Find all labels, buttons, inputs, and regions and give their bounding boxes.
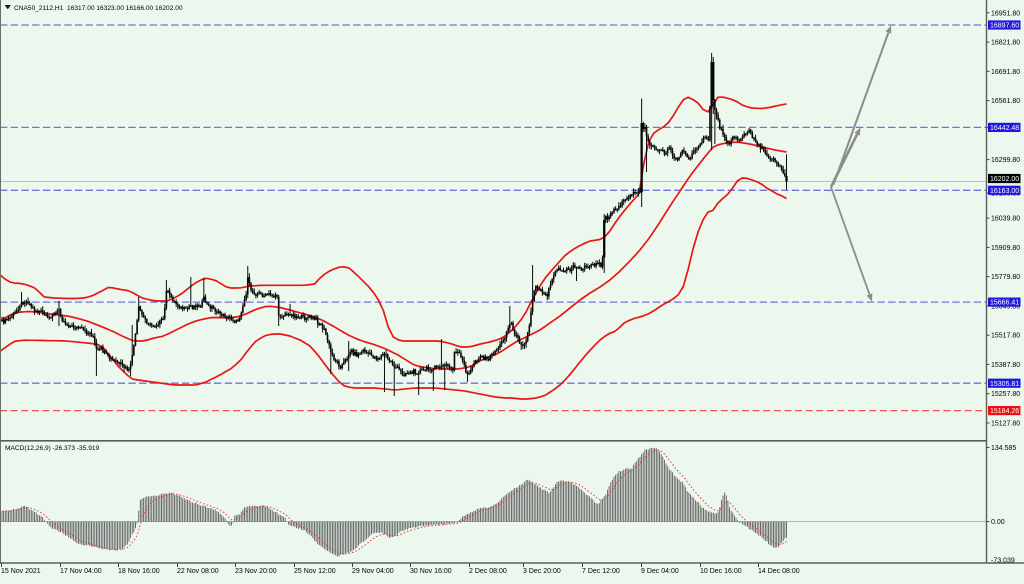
- svg-text:15909.80: 15909.80: [991, 245, 1020, 252]
- svg-text:16691.80: 16691.80: [991, 69, 1020, 76]
- svg-text:15127.80: 15127.80: [991, 421, 1020, 428]
- svg-text:2 Dec 08:00: 2 Dec 08:00: [469, 568, 507, 575]
- svg-text:16039.80: 16039.80: [991, 216, 1020, 223]
- svg-text:15666.41: 15666.41: [990, 300, 1019, 307]
- svg-text:CNA50_2112,H1 16317.00 16323.: CNA50_2112,H1 16317.00 16323.00 16166.00…: [14, 5, 183, 12]
- svg-text:29 Nov 04:00: 29 Nov 04:00: [352, 568, 394, 575]
- svg-text:15257.80: 15257.80: [991, 391, 1020, 398]
- svg-text:22 Nov 08:00: 22 Nov 08:00: [177, 568, 219, 575]
- svg-text:16442.48: 16442.48: [990, 125, 1019, 132]
- svg-text:7 Dec 12:00: 7 Dec 12:00: [582, 568, 620, 575]
- svg-text:18 Nov 16:00: 18 Nov 16:00: [118, 568, 160, 575]
- svg-text:14 Dec 08:00: 14 Dec 08:00: [758, 568, 800, 575]
- svg-text:16821.80: 16821.80: [991, 40, 1020, 47]
- svg-text:15305.81: 15305.81: [990, 381, 1019, 388]
- svg-text:16299.80: 16299.80: [991, 157, 1020, 164]
- svg-text:17 Nov 04:00: 17 Nov 04:00: [60, 568, 102, 575]
- svg-text:9 Dec 04:00: 9 Dec 04:00: [641, 568, 679, 575]
- svg-text:15184.26: 15184.26: [990, 408, 1019, 415]
- svg-text:16163.00: 16163.00: [990, 188, 1019, 195]
- svg-text:15649.80: 15649.80: [991, 303, 1020, 310]
- svg-text:MACD(12,26,9) -26.373 -35.919: MACD(12,26,9) -26.373 -35.919: [5, 445, 100, 452]
- svg-text:15387.80: 15387.80: [991, 362, 1020, 369]
- svg-text:16202.00: 16202.00: [990, 176, 1019, 183]
- svg-text:10 Dec 16:00: 10 Dec 16:00: [700, 568, 742, 575]
- svg-text:134.585: 134.585: [991, 445, 1016, 452]
- svg-text:15517.80: 15517.80: [991, 333, 1020, 340]
- svg-text:3 Dec 20:00: 3 Dec 20:00: [523, 568, 561, 575]
- svg-text:16897.60: 16897.60: [990, 23, 1019, 30]
- svg-text:0.00: 0.00: [991, 519, 1005, 526]
- svg-text:16561.80: 16561.80: [991, 98, 1020, 105]
- svg-text:25 Nov 12:00: 25 Nov 12:00: [294, 568, 336, 575]
- svg-text:15 Nov 2021: 15 Nov 2021: [1, 568, 41, 575]
- svg-text:23 Nov 20:00: 23 Nov 20:00: [235, 568, 277, 575]
- svg-text:-73.039: -73.039: [991, 558, 1015, 565]
- svg-text:15779.80: 15779.80: [991, 274, 1020, 281]
- svg-text:30 Nov 16:00: 30 Nov 16:00: [410, 568, 452, 575]
- svg-text:16951.80: 16951.80: [991, 10, 1020, 17]
